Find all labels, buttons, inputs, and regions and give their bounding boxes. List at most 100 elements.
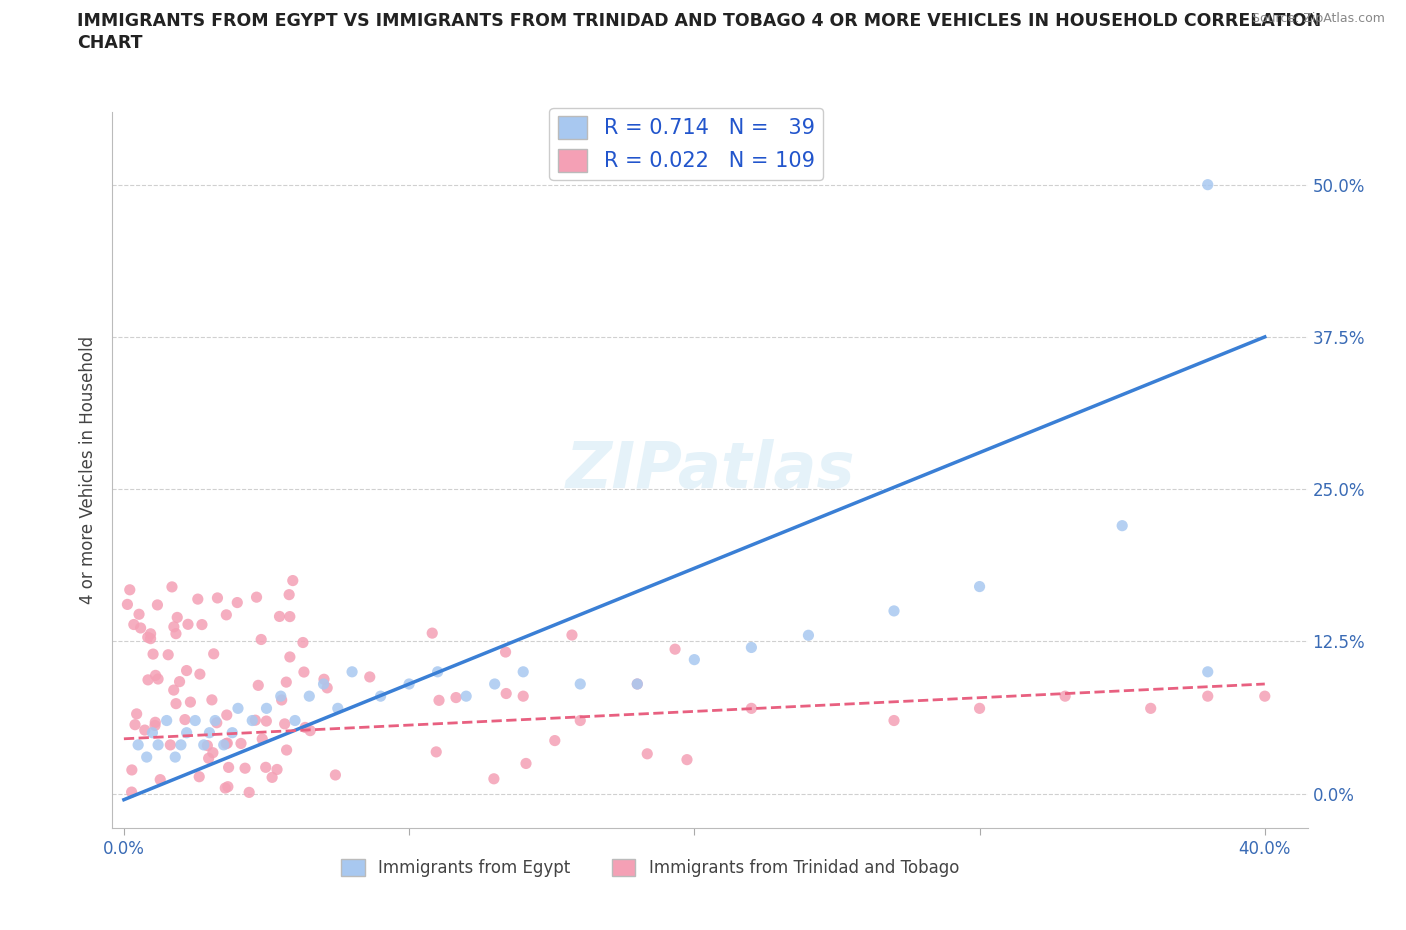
Point: [276, 742, 298, 757]
Point: [740, 640, 762, 655]
Point: [1254, 689, 1277, 704]
Point: [217, 779, 239, 794]
Point: [325, 767, 347, 782]
Point: [143, 718, 166, 733]
Point: [176, 663, 198, 678]
Point: [166, 610, 188, 625]
Point: [664, 642, 686, 657]
Point: [683, 652, 706, 667]
Point: [299, 724, 322, 738]
Point: [198, 725, 221, 740]
Point: [254, 760, 277, 775]
Point: [217, 736, 239, 751]
Point: [515, 756, 537, 771]
Point: [141, 725, 163, 740]
Point: [143, 715, 166, 730]
Point: [1310, 676, 1333, 691]
Point: [139, 631, 162, 646]
Point: [284, 713, 307, 728]
Point: [569, 713, 592, 728]
Point: [215, 708, 238, 723]
Text: Source: ZipAtlas.com: Source: ZipAtlas.com: [1251, 12, 1385, 25]
Point: [676, 752, 699, 767]
Point: [129, 620, 152, 635]
Point: [139, 626, 162, 641]
Point: [135, 750, 157, 764]
Point: [969, 701, 991, 716]
Point: [252, 732, 274, 747]
Legend: Immigrants from Egypt, Immigrants from Trinidad and Tobago: Immigrants from Egypt, Immigrants from T…: [335, 852, 966, 883]
Point: [187, 591, 209, 606]
Point: [636, 747, 658, 762]
Point: [238, 785, 260, 800]
Point: [165, 750, 187, 764]
Point: [121, 785, 143, 800]
Point: [195, 738, 218, 753]
Point: [740, 701, 762, 716]
Point: [281, 573, 304, 588]
Point: [204, 713, 226, 728]
Point: [125, 707, 148, 722]
Point: [312, 671, 335, 686]
Point: [484, 676, 506, 691]
Point: [226, 595, 249, 610]
Point: [240, 713, 263, 728]
Point: [193, 737, 215, 752]
Point: [233, 761, 256, 776]
Point: [298, 689, 321, 704]
Point: [197, 751, 219, 765]
Point: [270, 693, 292, 708]
Point: [340, 664, 363, 679]
Point: [326, 701, 349, 716]
Point: [1197, 664, 1219, 679]
Point: [270, 689, 292, 704]
Point: [312, 676, 335, 691]
Point: [276, 674, 298, 689]
Point: [247, 678, 270, 693]
Point: [121, 763, 143, 777]
Point: [229, 736, 252, 751]
Point: [136, 630, 159, 644]
Point: [201, 693, 224, 708]
Point: [1197, 178, 1219, 193]
Point: [626, 676, 648, 691]
Point: [495, 644, 517, 659]
Point: [149, 772, 172, 787]
Y-axis label: 4 or more Vehicles in Household: 4 or more Vehicles in Household: [79, 336, 97, 604]
Point: [456, 689, 478, 704]
Point: [420, 626, 443, 641]
Point: [1197, 689, 1219, 704]
Point: [128, 607, 150, 622]
Point: [561, 628, 583, 643]
Point: [146, 671, 169, 686]
Point: [136, 672, 159, 687]
Point: [165, 697, 187, 711]
Point: [188, 769, 211, 784]
Point: [495, 686, 517, 701]
Point: [278, 649, 301, 664]
Point: [170, 737, 193, 752]
Point: [245, 590, 267, 604]
Point: [292, 665, 315, 680]
Point: [163, 683, 186, 698]
Point: [177, 617, 200, 631]
Point: [146, 737, 169, 752]
Point: [127, 737, 149, 752]
Point: [134, 723, 156, 737]
Point: [212, 737, 235, 752]
Point: [1054, 689, 1077, 704]
Point: [159, 737, 181, 752]
Point: [266, 762, 288, 777]
Point: [269, 609, 291, 624]
Point: [359, 670, 381, 684]
Point: [179, 695, 201, 710]
Point: [883, 604, 905, 618]
Point: [218, 760, 240, 775]
Point: [201, 745, 224, 760]
Point: [883, 713, 905, 728]
Point: [169, 674, 191, 689]
Point: [425, 744, 447, 759]
Point: [278, 609, 301, 624]
Point: [146, 597, 169, 612]
Point: [544, 733, 567, 748]
